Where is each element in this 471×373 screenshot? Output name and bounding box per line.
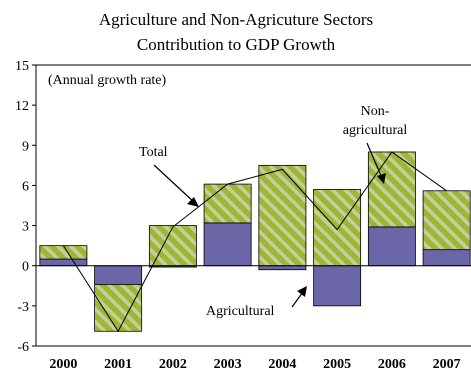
nonagricultural-bar [203, 183, 252, 224]
x-tick-label: 2007 [433, 357, 461, 372]
x-axis: 2000 2001 2002 2003 2004 2005 2006 2007 [49, 357, 460, 372]
nonag-label-line-1: Non- [361, 104, 390, 119]
nonagricultural-bar [39, 245, 88, 260]
x-tick-label: 2003 [214, 357, 242, 372]
y-tick-label: -3 [17, 300, 29, 315]
nonagricultural-bar [258, 164, 307, 267]
chart-title-line-1: Agriculture and Non-Agricuture Sectors [99, 10, 373, 29]
agricultural-bar [422, 249, 471, 267]
y-axis: 15 12 9 6 3 0 -3 -6 [15, 59, 36, 355]
total-line [62, 151, 447, 333]
agricultural-bar [313, 265, 362, 307]
total-label: Total [139, 145, 168, 160]
agricultural-bar [203, 222, 252, 267]
annotations: Total Non- agricultural Agricultural [139, 104, 407, 319]
nonagricultural-bar [313, 189, 362, 267]
y-tick-label: 0 [22, 260, 29, 275]
bars [39, 151, 471, 332]
x-tick-label: 2006 [378, 357, 406, 372]
x-tick-label: 2004 [268, 357, 296, 372]
y-tick-label: 12 [15, 99, 29, 114]
nonagricultural-bar [422, 190, 471, 251]
nonagricultural-bar [148, 225, 197, 267]
total-arrow [153, 164, 197, 205]
ag-arrowhead [297, 286, 307, 297]
y-tick-label: 3 [22, 220, 29, 235]
total-arrowhead [187, 197, 199, 207]
nonag-arrow [366, 142, 383, 179]
agricultural-bar [94, 265, 143, 285]
agricultural-bar [258, 265, 307, 271]
y-tick-label: -6 [17, 340, 29, 355]
x-tick-label: 2001 [104, 357, 132, 372]
x-tick-label: 2005 [323, 357, 351, 372]
nonag-label-line-2: agricultural [343, 123, 408, 138]
agricultural-bar [39, 258, 88, 267]
unit-note: (Annual growth rate) [48, 73, 167, 88]
ag-arrow [291, 291, 304, 308]
y-tick-label: 15 [15, 59, 29, 74]
nonag-arrowhead [377, 173, 386, 184]
x-tick-label: 2002 [159, 357, 187, 372]
plot-area [35, 64, 471, 347]
chart-title-line-2: Contribution to GDP Growth [137, 35, 336, 54]
y-tick-label: 9 [22, 139, 29, 154]
nonagricultural-bar [94, 284, 143, 332]
y-tick-label: 6 [22, 179, 29, 194]
ag-label: Agricultural [206, 304, 275, 319]
agricultural-bar [367, 226, 416, 267]
x-tick-label: 2000 [49, 357, 77, 372]
